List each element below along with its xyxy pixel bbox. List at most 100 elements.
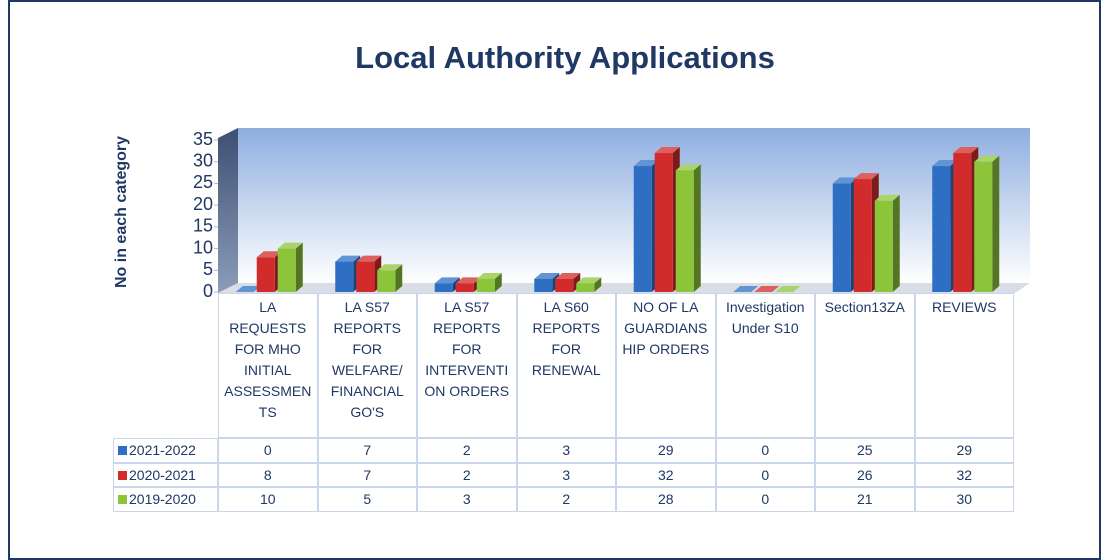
table-value: 10 <box>218 487 318 512</box>
floor <box>218 283 1030 293</box>
bar-top <box>434 277 460 284</box>
bar <box>754 286 780 292</box>
bar-front <box>476 278 495 292</box>
bar-top <box>256 251 282 258</box>
bar-top <box>853 173 879 180</box>
legend-swatch <box>118 446 127 455</box>
bar-top <box>633 160 659 167</box>
bar-front <box>356 261 375 292</box>
bar-side <box>693 164 701 292</box>
bar-top <box>733 286 759 292</box>
bar-top <box>235 286 261 292</box>
bar-front <box>377 270 396 292</box>
bar-top <box>455 277 481 284</box>
chart: Local Authority Applications No in each … <box>113 40 1030 301</box>
legend-cell: 2020-2021 <box>113 462 218 487</box>
y-tick-label: 5 <box>203 259 213 279</box>
category-cell: LA REQUESTS FOR MHO INITIAL ASSESSMENTS <box>218 293 318 438</box>
bar-front <box>256 257 275 292</box>
category-cell: LA S60 REPORTS FOR RENEWAL <box>516 293 616 438</box>
bar-top <box>874 194 900 201</box>
bar-side <box>992 155 1000 292</box>
category-cell: LA S57 REPORTS FOR INTERVENTION ORDERS <box>417 293 517 438</box>
bar-top <box>675 164 701 171</box>
legend-cell: 2021-2022 <box>113 438 218 463</box>
table-value: 0 <box>715 462 815 487</box>
bar-front <box>675 170 694 292</box>
bar <box>377 264 403 292</box>
legend-swatch <box>118 495 127 504</box>
bar-top <box>377 264 403 271</box>
bar <box>675 164 701 292</box>
bar-top <box>277 242 303 249</box>
bar-front <box>633 166 652 292</box>
bar <box>277 242 303 292</box>
y-tick-label: 25 <box>193 172 213 192</box>
table-value: 0 <box>715 438 815 463</box>
bar-front <box>654 153 673 292</box>
table-value: 30 <box>914 487 1014 512</box>
bar-front <box>853 179 872 292</box>
y-tick-label: 0 <box>203 281 213 301</box>
category-cell: LA S57 REPORTS FOR WELFARE/ FINANCIAL GO… <box>317 293 417 438</box>
bar-side <box>494 272 502 292</box>
table-value: 28 <box>616 487 716 512</box>
bar-front <box>434 283 453 292</box>
bar-top <box>832 177 858 184</box>
bar <box>775 286 801 292</box>
legend-swatch <box>118 470 127 480</box>
table-value: 21 <box>815 487 915 512</box>
bar-front <box>534 278 553 292</box>
category-cell: Section13ZA <box>815 293 915 438</box>
bar-front <box>832 183 851 292</box>
y-tick-label: 10 <box>193 237 213 257</box>
legend-label: 2019-2020 <box>129 491 196 507</box>
side-wall <box>218 128 238 293</box>
bar-front <box>953 153 972 292</box>
table-value: 29 <box>914 438 1014 463</box>
category-cell: REVIEWS <box>914 293 1014 438</box>
bar-top <box>555 272 581 279</box>
table-value: 3 <box>516 438 616 463</box>
y-tick-label: 15 <box>193 216 213 236</box>
bar-front <box>874 200 893 292</box>
legend-cell: 2019-2020 <box>113 487 218 512</box>
page: Local Authority Applications No in each … <box>8 0 1101 560</box>
table-value: 26 <box>815 462 915 487</box>
category-cell: Investigation Under S10 <box>715 293 815 438</box>
table-value: 0 <box>218 438 318 463</box>
bar-front <box>576 283 595 292</box>
table-value: 3 <box>516 462 616 487</box>
bar <box>476 272 502 292</box>
bar <box>235 286 261 292</box>
table-value: 7 <box>317 462 417 487</box>
bar-side <box>395 264 403 292</box>
bar-top <box>932 160 958 167</box>
bar-top <box>576 277 602 284</box>
table-value: 25 <box>815 438 915 463</box>
table-value: 2 <box>417 462 517 487</box>
category-cell: NO OF LA GUARDIANSHIP ORDERS <box>616 293 716 438</box>
bar-side <box>295 242 303 292</box>
legend-label: 2021-2022 <box>129 442 196 458</box>
y-tick-label: 35 <box>193 129 213 149</box>
bar-front <box>974 161 993 292</box>
y-tick-label: 20 <box>193 194 213 214</box>
bar-top <box>953 147 979 154</box>
bar-side <box>594 277 602 292</box>
bar-top <box>754 286 780 292</box>
bar-top <box>476 272 502 279</box>
table-value: 29 <box>616 438 716 463</box>
bar-top <box>775 286 801 292</box>
chart-title: Local Authority Applications <box>355 40 775 75</box>
bar-front <box>277 248 296 292</box>
table-value: 8 <box>218 462 318 487</box>
bar <box>576 277 602 292</box>
y-tick-label: 30 <box>193 150 213 170</box>
table-value: 0 <box>715 487 815 512</box>
bar <box>733 286 759 292</box>
y-axis-label: No in each category <box>113 136 130 288</box>
legend-label: 2020-2021 <box>129 466 196 483</box>
bar-front <box>555 278 574 292</box>
bar-top <box>974 155 1000 162</box>
